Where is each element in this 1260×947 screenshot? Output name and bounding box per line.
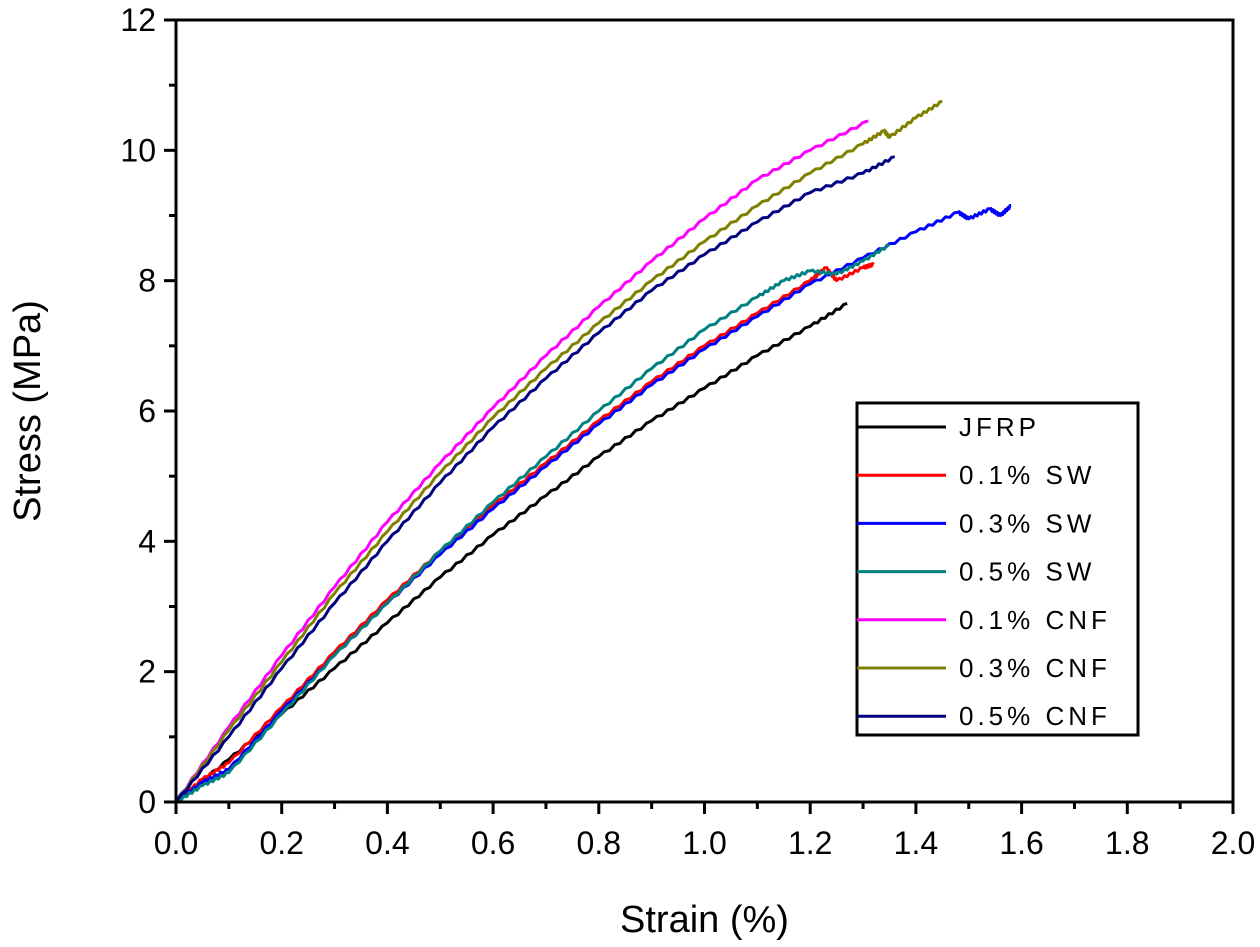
legend-label: 0.1% CNF (959, 605, 1111, 635)
series-line-0-3-sw (174, 204, 1012, 803)
series-line-0-1-cnf (174, 119, 869, 803)
legend-item: JFRP (857, 412, 1040, 442)
y-axis-title: Stress (MPa) (7, 300, 49, 522)
x-axis-title: Strain (%) (620, 899, 789, 941)
x-tick-label: 0.2 (259, 825, 303, 861)
y-tick-label: 8 (138, 263, 156, 299)
series-line-0-3-cnf (174, 100, 943, 803)
x-tick-label: 1.2 (788, 825, 832, 861)
y-tick-label: 2 (138, 654, 156, 690)
legend-item: 0.3% SW (857, 508, 1095, 538)
x-tick-label: 1.8 (1105, 825, 1149, 861)
y-tick-label: 0 (138, 784, 156, 820)
legend-item: 0.1% CNF (857, 605, 1111, 635)
series-line-jfrp (174, 302, 848, 804)
legend-item: 0.3% CNF (857, 653, 1111, 683)
legend-label: 0.1% SW (959, 460, 1095, 490)
legend-label: 0.5% SW (959, 557, 1095, 587)
x-axis: 0.0 0.2 0.4 0.6 0.8 1.0 1.2 1.4 1.6 1.8 2.0 (154, 802, 1255, 861)
x-tick-label: 0.4 (365, 825, 409, 861)
series-line-0-5-cnf (174, 155, 896, 803)
x-tick-label: 0.8 (577, 825, 621, 861)
y-axis: 0 2 4 6 8 10 12 (120, 2, 176, 820)
legend-label: 0.5% CNF (959, 701, 1111, 731)
x-tick-label: 2.0 (1211, 825, 1255, 861)
legend-label: 0.3% SW (959, 508, 1095, 538)
series-layer (174, 100, 1012, 804)
legend-label: JFRP (959, 412, 1040, 442)
y-tick-label: 10 (120, 132, 156, 168)
legend-box (855, 401, 1140, 737)
series-line-0-1-sw (174, 262, 875, 803)
x-tick-label: 0.6 (471, 825, 515, 861)
x-tick-label: 1.6 (999, 825, 1043, 861)
legend-label: 0.3% CNF (959, 653, 1111, 683)
y-tick-label: 4 (138, 523, 156, 559)
legend-item: 0.5% SW (857, 557, 1095, 587)
y-tick-label: 6 (138, 393, 156, 429)
y-tick-label: 12 (120, 2, 156, 38)
x-tick-label: 0.0 (154, 825, 198, 861)
legend-item: 0.1% SW (857, 460, 1095, 490)
legend: JFRP 0.1% SW 0.3% SW 0.5% SW 0.1% CNF 0.3% CN… (855, 401, 1140, 737)
x-tick-label: 1.4 (894, 825, 938, 861)
legend-items: JFRP 0.1% SW 0.3% SW 0.5% SW 0.1% CNF 0.3% CN… (857, 412, 1111, 731)
legend-item: 0.5% CNF (857, 701, 1111, 731)
x-tick-label: 1.0 (682, 825, 726, 861)
series-line-0-5-sw (174, 243, 890, 804)
